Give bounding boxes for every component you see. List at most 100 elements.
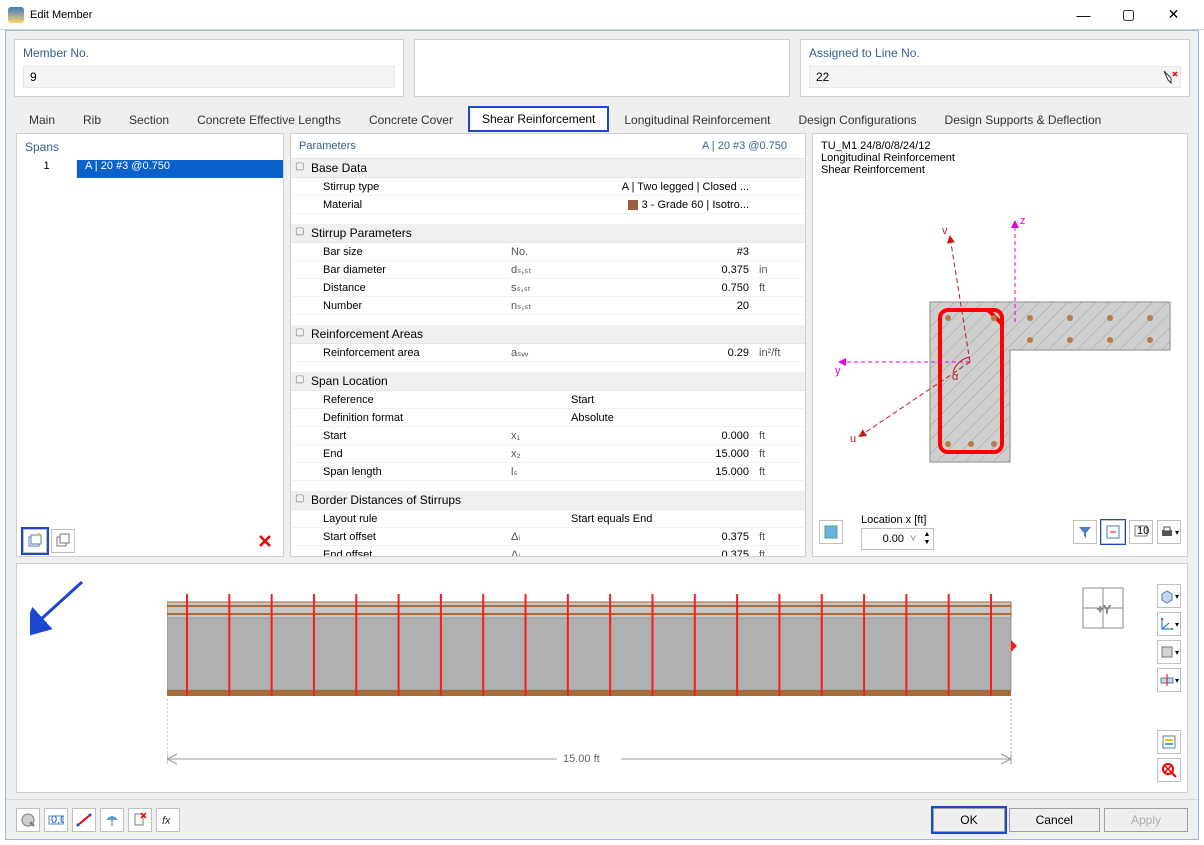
cancel-button[interactable]: Cancel (1009, 808, 1100, 832)
filter-button[interactable] (1073, 520, 1097, 544)
row-bar-size[interactable]: Bar sizeNo.#3 (291, 243, 805, 261)
delete-span-button[interactable] (253, 529, 277, 553)
assigned-to-box: Assigned to Line No. (800, 39, 1190, 97)
tab-rib[interactable]: Rib (70, 108, 114, 131)
svg-text:z: z (1020, 215, 1026, 227)
function-button[interactable]: fx (156, 808, 180, 832)
spans-row[interactable]: 1 A | 20 #3 @0.750 (17, 160, 283, 178)
tab-shear-reinforcement[interactable]: Shear Reinforcement (468, 106, 609, 132)
app-icon (8, 7, 24, 23)
display-button[interactable]: ▾ (1157, 640, 1181, 664)
location-dropdown-icon[interactable]: ˅ (906, 533, 920, 545)
assigned-to-input[interactable] (809, 66, 1181, 88)
row-start-offset[interactable]: Start offsetΔᵢ0.375ft (291, 528, 805, 546)
member-no-box: Member No. (14, 39, 404, 97)
parameters-grid[interactable]: Base Data Stirrup typeA | Two legged | C… (291, 158, 805, 556)
row-layout-rule[interactable]: Layout ruleStart equals End (291, 510, 805, 528)
tab-strip: Main Rib Section Concrete Effective Leng… (6, 105, 1198, 133)
minimize-button[interactable]: — (1061, 1, 1106, 29)
member-icon-button[interactable] (72, 808, 96, 832)
tab-concrete-effective-lengths[interactable]: Concrete Effective Lengths (184, 108, 354, 131)
row-reinf-area[interactable]: Reinforcement areaaₛᵥᵥ0.29in²/ft (291, 344, 805, 362)
row-span-length[interactable]: Span lengthlₛ15.000ft (291, 463, 805, 481)
row-material[interactable]: Material3 - Grade 60 | Isotro... (291, 196, 805, 214)
assigned-to-label: Assigned to Line No. (809, 46, 1181, 60)
member-no-input[interactable] (23, 66, 395, 88)
group-span-location[interactable]: Span Location (291, 372, 805, 391)
title-bar: Edit Member — ▢ ✕ (0, 0, 1204, 30)
tab-section[interactable]: Section (116, 108, 182, 131)
content-row: Spans 1 A | 20 #3 @0.750 (6, 133, 1198, 563)
dimensions-button[interactable]: 100 (1129, 520, 1153, 544)
spin-down-icon[interactable]: ▼ (920, 539, 933, 547)
preview-toolbar: Location x [ft] ˅ ▲▼ 100 ▾ (813, 514, 1187, 550)
spans-list[interactable]: 1 A | 20 #3 @0.750 (17, 160, 283, 526)
print-button[interactable]: ▾ (1157, 520, 1181, 544)
ok-button[interactable]: OK (933, 808, 1004, 832)
spans-panel: Spans 1 A | 20 #3 @0.750 (16, 133, 284, 557)
group-stirrup-parameters[interactable]: Stirrup Parameters (291, 224, 805, 243)
row-number[interactable]: Numbernₛ,ₛₜ20 (291, 297, 805, 315)
elevation-diagram: 15.00 ft (167, 584, 1027, 794)
render-settings-button[interactable] (819, 520, 843, 544)
tab-longitudinal-reinforcement[interactable]: Longitudinal Reinforcement (611, 108, 783, 131)
row-end-offset[interactable]: End offsetΔⱼ0.375ft (291, 546, 805, 556)
row-distance[interactable]: Distancesₛ,ₛₜ0.750ft (291, 279, 805, 297)
bottom-bar: 0,00 fx OK Cancel Apply (6, 799, 1198, 839)
dialog-frame: Member No. Assigned to Line No. Main Rib… (5, 30, 1199, 840)
maximize-button[interactable]: ▢ (1106, 1, 1151, 29)
svg-text:y: y (835, 365, 841, 377)
help-button[interactable] (16, 808, 40, 832)
close-button[interactable]: ✕ (1151, 1, 1196, 29)
spans-row-index: 1 (17, 160, 77, 178)
parameters-panel: Parameters A | 20 #3 @0.750 Base Data St… (290, 133, 806, 557)
apply-button[interactable]: Apply (1104, 808, 1188, 832)
cross-section-diagram: y z u v α (820, 182, 1180, 482)
reset-zoom-button[interactable] (1157, 758, 1181, 782)
header-row: Member No. Assigned to Line No. (6, 31, 1198, 105)
row-start[interactable]: Startx₁0.000ft (291, 427, 805, 445)
row-reference[interactable]: ReferenceStart (291, 391, 805, 409)
elevation-misc-toolbar (1157, 730, 1181, 782)
svg-text:100: 100 (1137, 525, 1149, 537)
group-reinforcement-areas[interactable]: Reinforcement Areas (291, 325, 805, 344)
middle-blank-box (414, 39, 790, 97)
toggle-mode-button[interactable] (1101, 520, 1125, 544)
view-cube-icon[interactable]: +Y (1079, 584, 1127, 635)
tab-design-configurations[interactable]: Design Configurations (785, 108, 929, 131)
svg-text:α: α (952, 371, 959, 383)
preview-line-3: Shear Reinforcement (821, 164, 1179, 176)
spin-up-icon[interactable]: ▲ (920, 531, 933, 539)
units-button[interactable]: 0,00 (44, 808, 68, 832)
section-button[interactable]: ▾ (1157, 668, 1181, 692)
tab-main[interactable]: Main (16, 108, 68, 131)
preview-line-1: TU_M1 24/8/0/8/24/12 (821, 140, 1179, 152)
copy-span-button[interactable] (51, 529, 75, 553)
delete-item-button[interactable] (128, 808, 152, 832)
row-definition-format[interactable]: Definition formatAbsolute (291, 409, 805, 427)
preview-panel: TU_M1 24/8/0/8/24/12 Longitudinal Reinfo… (812, 133, 1188, 557)
location-label: Location x [ft] (861, 514, 934, 528)
umbrella-button[interactable] (100, 808, 124, 832)
row-end[interactable]: Endx₂15.000ft (291, 445, 805, 463)
add-span-button[interactable] (23, 529, 47, 553)
location-input[interactable] (862, 533, 906, 545)
group-base-data[interactable]: Base Data (291, 159, 805, 178)
row-stirrup-type[interactable]: Stirrup typeA | Two legged | Closed ... (291, 178, 805, 196)
parameters-summary: A | 20 #3 @0.750 (702, 140, 797, 152)
tab-concrete-cover[interactable]: Concrete Cover (356, 108, 466, 131)
svg-text:v: v (942, 225, 948, 237)
member-no-label: Member No. (23, 46, 395, 60)
elevation-length-label: 15.00 ft (563, 753, 600, 765)
iso-view-button[interactable]: ▾ (1157, 584, 1181, 608)
spans-row-text: A | 20 #3 @0.750 (77, 160, 283, 178)
axes-button[interactable]: ▾ (1157, 612, 1181, 636)
tab-design-supports[interactable]: Design Supports & Deflection (932, 108, 1115, 131)
settings-button[interactable] (1157, 730, 1181, 754)
row-bar-diameter[interactable]: Bar diameterdₛ,ₛₜ0.375in (291, 261, 805, 279)
pick-line-icon[interactable] (1161, 68, 1179, 86)
window-title: Edit Member (30, 9, 92, 21)
elevation-panel: 15.00 ft +Y ▾ ▾ ▾ ▾ (16, 563, 1188, 793)
group-border-distances[interactable]: Border Distances of Stirrups (291, 491, 805, 510)
location-spinner[interactable]: ˅ ▲▼ (861, 528, 934, 550)
